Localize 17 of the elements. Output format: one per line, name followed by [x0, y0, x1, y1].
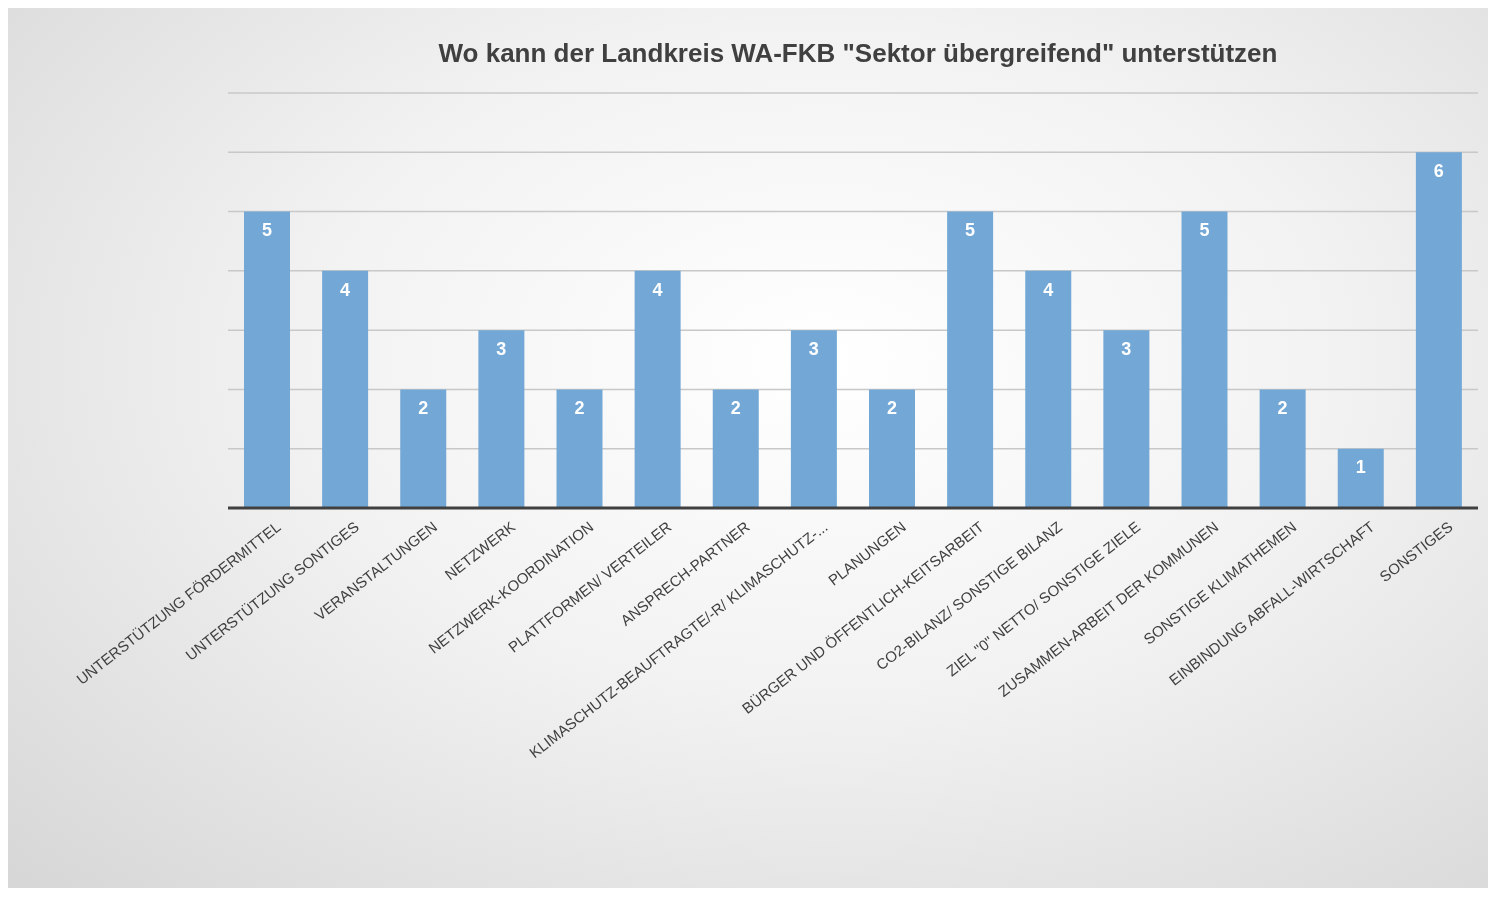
data-label: 4 — [1043, 279, 1054, 300]
data-label: 2 — [418, 398, 429, 419]
data-label: 2 — [1277, 398, 1288, 419]
data-label: 6 — [1433, 161, 1444, 182]
chart-title: Wo kann der Landkreis WA-FKB "Sektor übergreifend" unterstützen — [437, 38, 1279, 69]
data-label: 3 — [1121, 338, 1132, 359]
data-label: 4 — [652, 279, 663, 300]
data-label: 5 — [261, 220, 273, 241]
data-label: 4 — [340, 279, 351, 300]
data-label: 2 — [574, 398, 585, 419]
data-label: 2 — [730, 398, 741, 419]
data-label: 2 — [886, 398, 898, 419]
data-label: 1 — [1355, 457, 1366, 478]
data-label: 3 — [808, 338, 819, 359]
data-label: 5 — [1199, 220, 1210, 241]
data-label: 5 — [965, 220, 976, 241]
data-label: 3 — [496, 338, 507, 359]
